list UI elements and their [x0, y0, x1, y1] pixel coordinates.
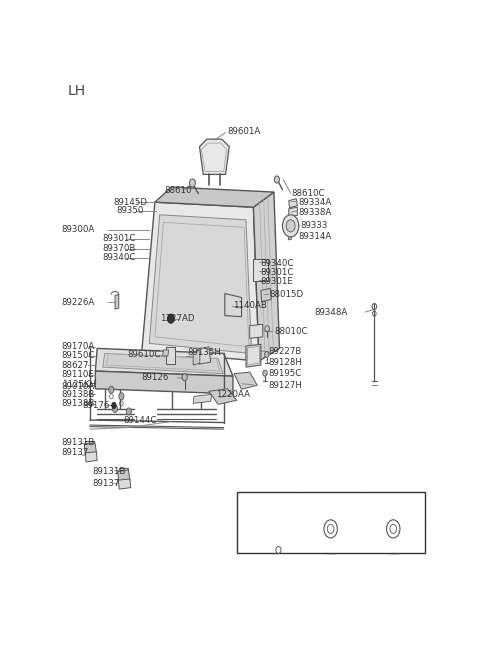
Polygon shape [163, 350, 168, 356]
Text: 89131B: 89131B [93, 468, 126, 476]
Text: 1125KH: 1125KH [62, 381, 96, 389]
Text: 89227B: 89227B [268, 347, 302, 356]
Text: 88627: 88627 [62, 360, 89, 369]
Text: 89010A: 89010A [62, 382, 95, 391]
Text: 89145D: 89145D [113, 198, 147, 207]
Circle shape [112, 405, 118, 413]
Text: 89144C: 89144C [123, 415, 156, 424]
Text: LH: LH [67, 84, 85, 98]
Circle shape [112, 402, 116, 409]
Text: 1140KX: 1140KX [374, 498, 412, 508]
Text: 89126: 89126 [142, 373, 169, 382]
Polygon shape [288, 233, 292, 240]
Text: 1140AB: 1140AB [233, 301, 267, 310]
Text: 89135H: 89135H [188, 348, 221, 358]
Text: 89170A: 89170A [62, 343, 95, 352]
Polygon shape [289, 207, 297, 217]
Circle shape [109, 386, 114, 393]
Text: 88010C: 88010C [274, 328, 307, 336]
Text: 1327AD: 1327AD [160, 314, 195, 323]
Polygon shape [119, 468, 128, 472]
Polygon shape [119, 479, 131, 489]
Text: 89601A: 89601A [228, 127, 261, 136]
Text: 89300A: 89300A [62, 225, 95, 234]
Text: 89110E: 89110E [62, 370, 95, 379]
Polygon shape [200, 139, 229, 174]
Polygon shape [289, 198, 297, 208]
Polygon shape [246, 345, 261, 367]
Text: 89128H: 89128H [268, 358, 302, 367]
Text: 89127H: 89127H [268, 381, 302, 390]
Text: 89150C: 89150C [62, 352, 95, 360]
Text: 14614: 14614 [252, 498, 283, 508]
Polygon shape [253, 259, 268, 282]
Text: 89348A: 89348A [315, 308, 348, 317]
Text: 89333: 89333 [300, 221, 327, 231]
Polygon shape [85, 441, 94, 444]
Text: 89301C: 89301C [103, 234, 136, 244]
Circle shape [274, 176, 279, 183]
Polygon shape [155, 187, 274, 207]
Polygon shape [149, 215, 252, 354]
Polygon shape [234, 372, 257, 389]
Polygon shape [253, 192, 279, 361]
Circle shape [182, 373, 187, 381]
Text: 89340C: 89340C [260, 259, 293, 268]
Text: 89301E: 89301E [260, 277, 293, 286]
Polygon shape [198, 347, 211, 364]
Circle shape [263, 370, 267, 376]
Text: 89314A: 89314A [298, 233, 331, 242]
Text: 89176: 89176 [83, 401, 110, 410]
Polygon shape [261, 288, 271, 301]
Text: 89137: 89137 [62, 448, 89, 457]
Text: 89138B: 89138B [62, 400, 95, 409]
Polygon shape [193, 394, 212, 403]
Text: 89370B: 89370B [103, 244, 136, 253]
Polygon shape [103, 354, 223, 373]
Polygon shape [84, 443, 96, 455]
Text: 89301C: 89301C [260, 268, 293, 277]
Text: 88610C: 88610C [291, 189, 325, 198]
Text: 88015D: 88015D [269, 290, 303, 299]
Text: 89338A: 89338A [298, 208, 331, 217]
Polygon shape [225, 293, 241, 316]
Circle shape [119, 393, 124, 400]
Text: 89131B: 89131B [62, 438, 95, 447]
Polygon shape [85, 452, 97, 462]
Polygon shape [96, 371, 233, 394]
Text: 89137: 89137 [93, 479, 120, 487]
Text: 89226A: 89226A [62, 297, 95, 307]
Polygon shape [118, 470, 130, 481]
Polygon shape [250, 324, 263, 339]
Text: 89138B: 89138B [62, 390, 95, 399]
Polygon shape [167, 347, 175, 364]
Circle shape [282, 215, 299, 237]
Polygon shape [193, 350, 200, 365]
Polygon shape [209, 389, 237, 404]
Polygon shape [115, 295, 119, 309]
Circle shape [126, 408, 132, 415]
Bar [237, 492, 424, 553]
Circle shape [264, 352, 269, 358]
Polygon shape [142, 202, 259, 361]
Circle shape [190, 179, 195, 187]
Polygon shape [96, 348, 233, 376]
Text: 88610: 88610 [164, 186, 192, 195]
Text: 1241AA: 1241AA [312, 498, 350, 508]
Circle shape [286, 220, 295, 232]
Text: 89334A: 89334A [298, 198, 331, 207]
Text: 89195C: 89195C [268, 369, 301, 378]
Circle shape [168, 314, 174, 323]
Text: 89350: 89350 [117, 206, 144, 215]
Text: 1220AA: 1220AA [216, 390, 250, 400]
Text: 89340C: 89340C [103, 253, 136, 262]
Text: 89610C: 89610C [127, 350, 160, 360]
